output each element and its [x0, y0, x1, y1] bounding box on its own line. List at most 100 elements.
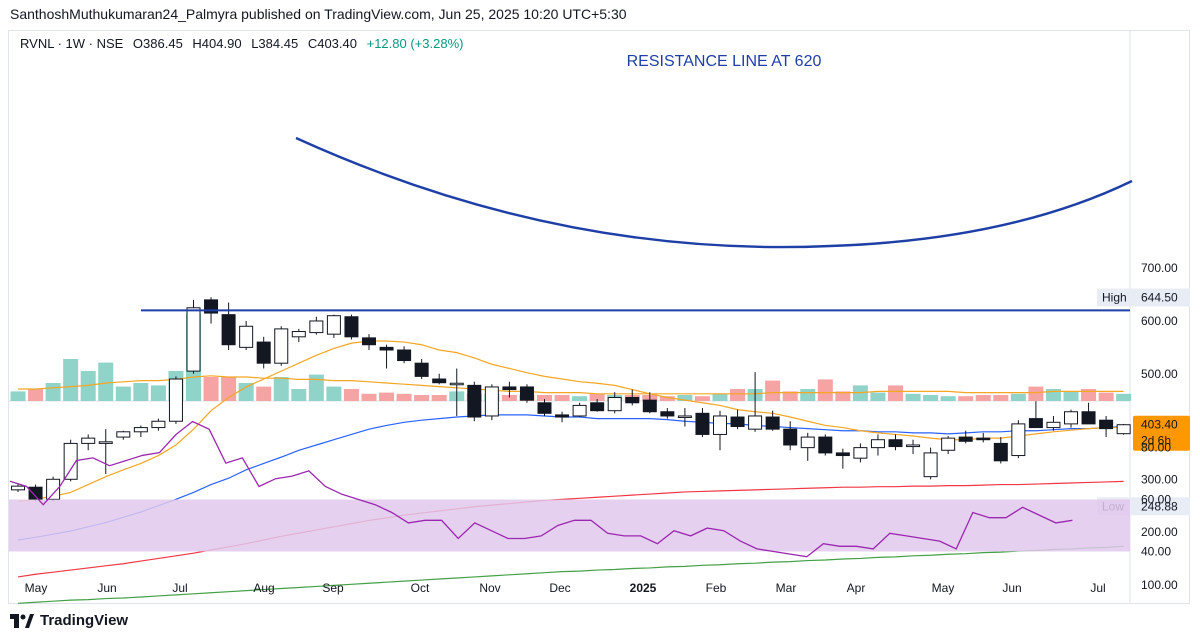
candle-down [397, 349, 412, 362]
candle-down [818, 436, 833, 454]
volume-bar [730, 389, 746, 401]
candle-up [1064, 411, 1078, 425]
time-axis-label: Jul [1090, 581, 1105, 595]
volume-bar [1116, 393, 1132, 401]
time-axis-label: Aug [253, 581, 274, 595]
volume-ma-line [18, 375, 1124, 395]
candle-up [239, 325, 254, 348]
candle-down [730, 416, 745, 428]
candle-down [28, 486, 43, 500]
candle-up [46, 478, 61, 500]
volume-bar [554, 395, 570, 401]
candle-up [748, 415, 763, 430]
candle-down [467, 384, 482, 418]
candle-up [133, 427, 148, 433]
candle-up [449, 382, 464, 386]
volume-bar [800, 389, 816, 401]
candle-down [783, 428, 798, 446]
candle-down [642, 399, 657, 413]
volume-bar [923, 395, 939, 401]
candle-down [537, 402, 552, 414]
candle-down [590, 402, 605, 412]
volume-bar [975, 395, 991, 401]
time-axis-label: Apr [847, 581, 866, 595]
volume-bar [379, 392, 395, 401]
candle-up [870, 439, 885, 449]
ma-mid-line [17, 414, 1124, 541]
time-axis-label: Nov [479, 581, 500, 595]
volume-bar [63, 359, 79, 401]
low-value: L384.45 [251, 36, 299, 51]
candle-up [713, 415, 727, 435]
price-tick-label: 100.00 [1141, 578, 1178, 592]
volume-bar [98, 362, 114, 401]
time-axis-label: Feb [706, 581, 727, 595]
symbol-label[interactable]: RVNL · 1W · NSE [20, 36, 124, 51]
ohlc-legend: RVNL · 1W · NSE O386.45 H404.90 L384.45 … [20, 36, 463, 51]
volume-bar [1010, 393, 1026, 401]
candle-up [607, 396, 622, 412]
brand-text: TradingView [40, 612, 129, 629]
candle-down [1081, 411, 1096, 425]
ma-short-line [17, 340, 1124, 503]
time-axis-label: Oct [411, 581, 430, 595]
time-axis-label: Jul [172, 581, 187, 595]
candle-down [344, 316, 359, 338]
price-tick-label: 600.00 [1141, 314, 1178, 328]
tradingview-brand[interactable]: TradingView [10, 612, 128, 629]
candle-up [853, 447, 868, 459]
candle-down [958, 436, 973, 442]
volume-bar [782, 391, 798, 401]
volume-bar [150, 385, 166, 401]
candle-up [151, 420, 166, 429]
candle-up [941, 437, 956, 451]
price-tick-label: 700.00 [1141, 261, 1178, 275]
candle-down [660, 411, 675, 417]
ma-long-line [17, 480, 1124, 578]
high-label-value: 644.50 [1141, 290, 1178, 304]
volume-bar [677, 395, 693, 401]
time-axis-label: Jun [97, 581, 116, 595]
time-axis-label: Jun [1002, 581, 1021, 595]
candle-down [625, 396, 640, 404]
time-axis-label: Sep [322, 581, 344, 595]
candle-up [326, 315, 341, 335]
volume-bar [589, 393, 605, 401]
time-axis-label: Dec [549, 581, 570, 595]
candle-down [976, 437, 991, 441]
current-price-value: 403.40 [1141, 418, 1178, 432]
price-tick-label: 500.00 [1141, 367, 1178, 381]
candle-down [888, 439, 903, 448]
volume-bar [308, 374, 324, 401]
candle-up [800, 436, 815, 449]
candle-down [555, 414, 570, 418]
candle-down [993, 442, 1008, 462]
ma-200-line [17, 545, 1124, 604]
volume-bar [1098, 392, 1114, 401]
volume-bar [537, 395, 552, 401]
candle-up [81, 437, 96, 444]
volume-bar [835, 391, 851, 401]
candle-down [519, 386, 534, 401]
volume-bar [940, 396, 956, 401]
high-label-bg [1097, 288, 1190, 307]
time-axis-label: Mar [776, 581, 797, 595]
candle-up [1046, 421, 1061, 429]
tradingview-logo-icon [10, 613, 34, 628]
volume-bar [993, 395, 1009, 401]
volume-bar [273, 377, 289, 401]
volume-bar [765, 380, 781, 401]
rounding-bottom-curve [295, 136, 1133, 249]
candle-up [572, 404, 587, 417]
candle-down [695, 412, 710, 435]
high-value: H404.90 [192, 36, 242, 51]
volume-bar [1028, 386, 1044, 401]
volume-bar [10, 391, 26, 401]
bar-countdown: 2d 6h [1141, 434, 1171, 448]
candle-down [379, 346, 394, 351]
candle-down [256, 341, 271, 364]
volume-bar [888, 385, 903, 401]
volume-bar [572, 396, 588, 401]
volume-bar [905, 393, 921, 401]
